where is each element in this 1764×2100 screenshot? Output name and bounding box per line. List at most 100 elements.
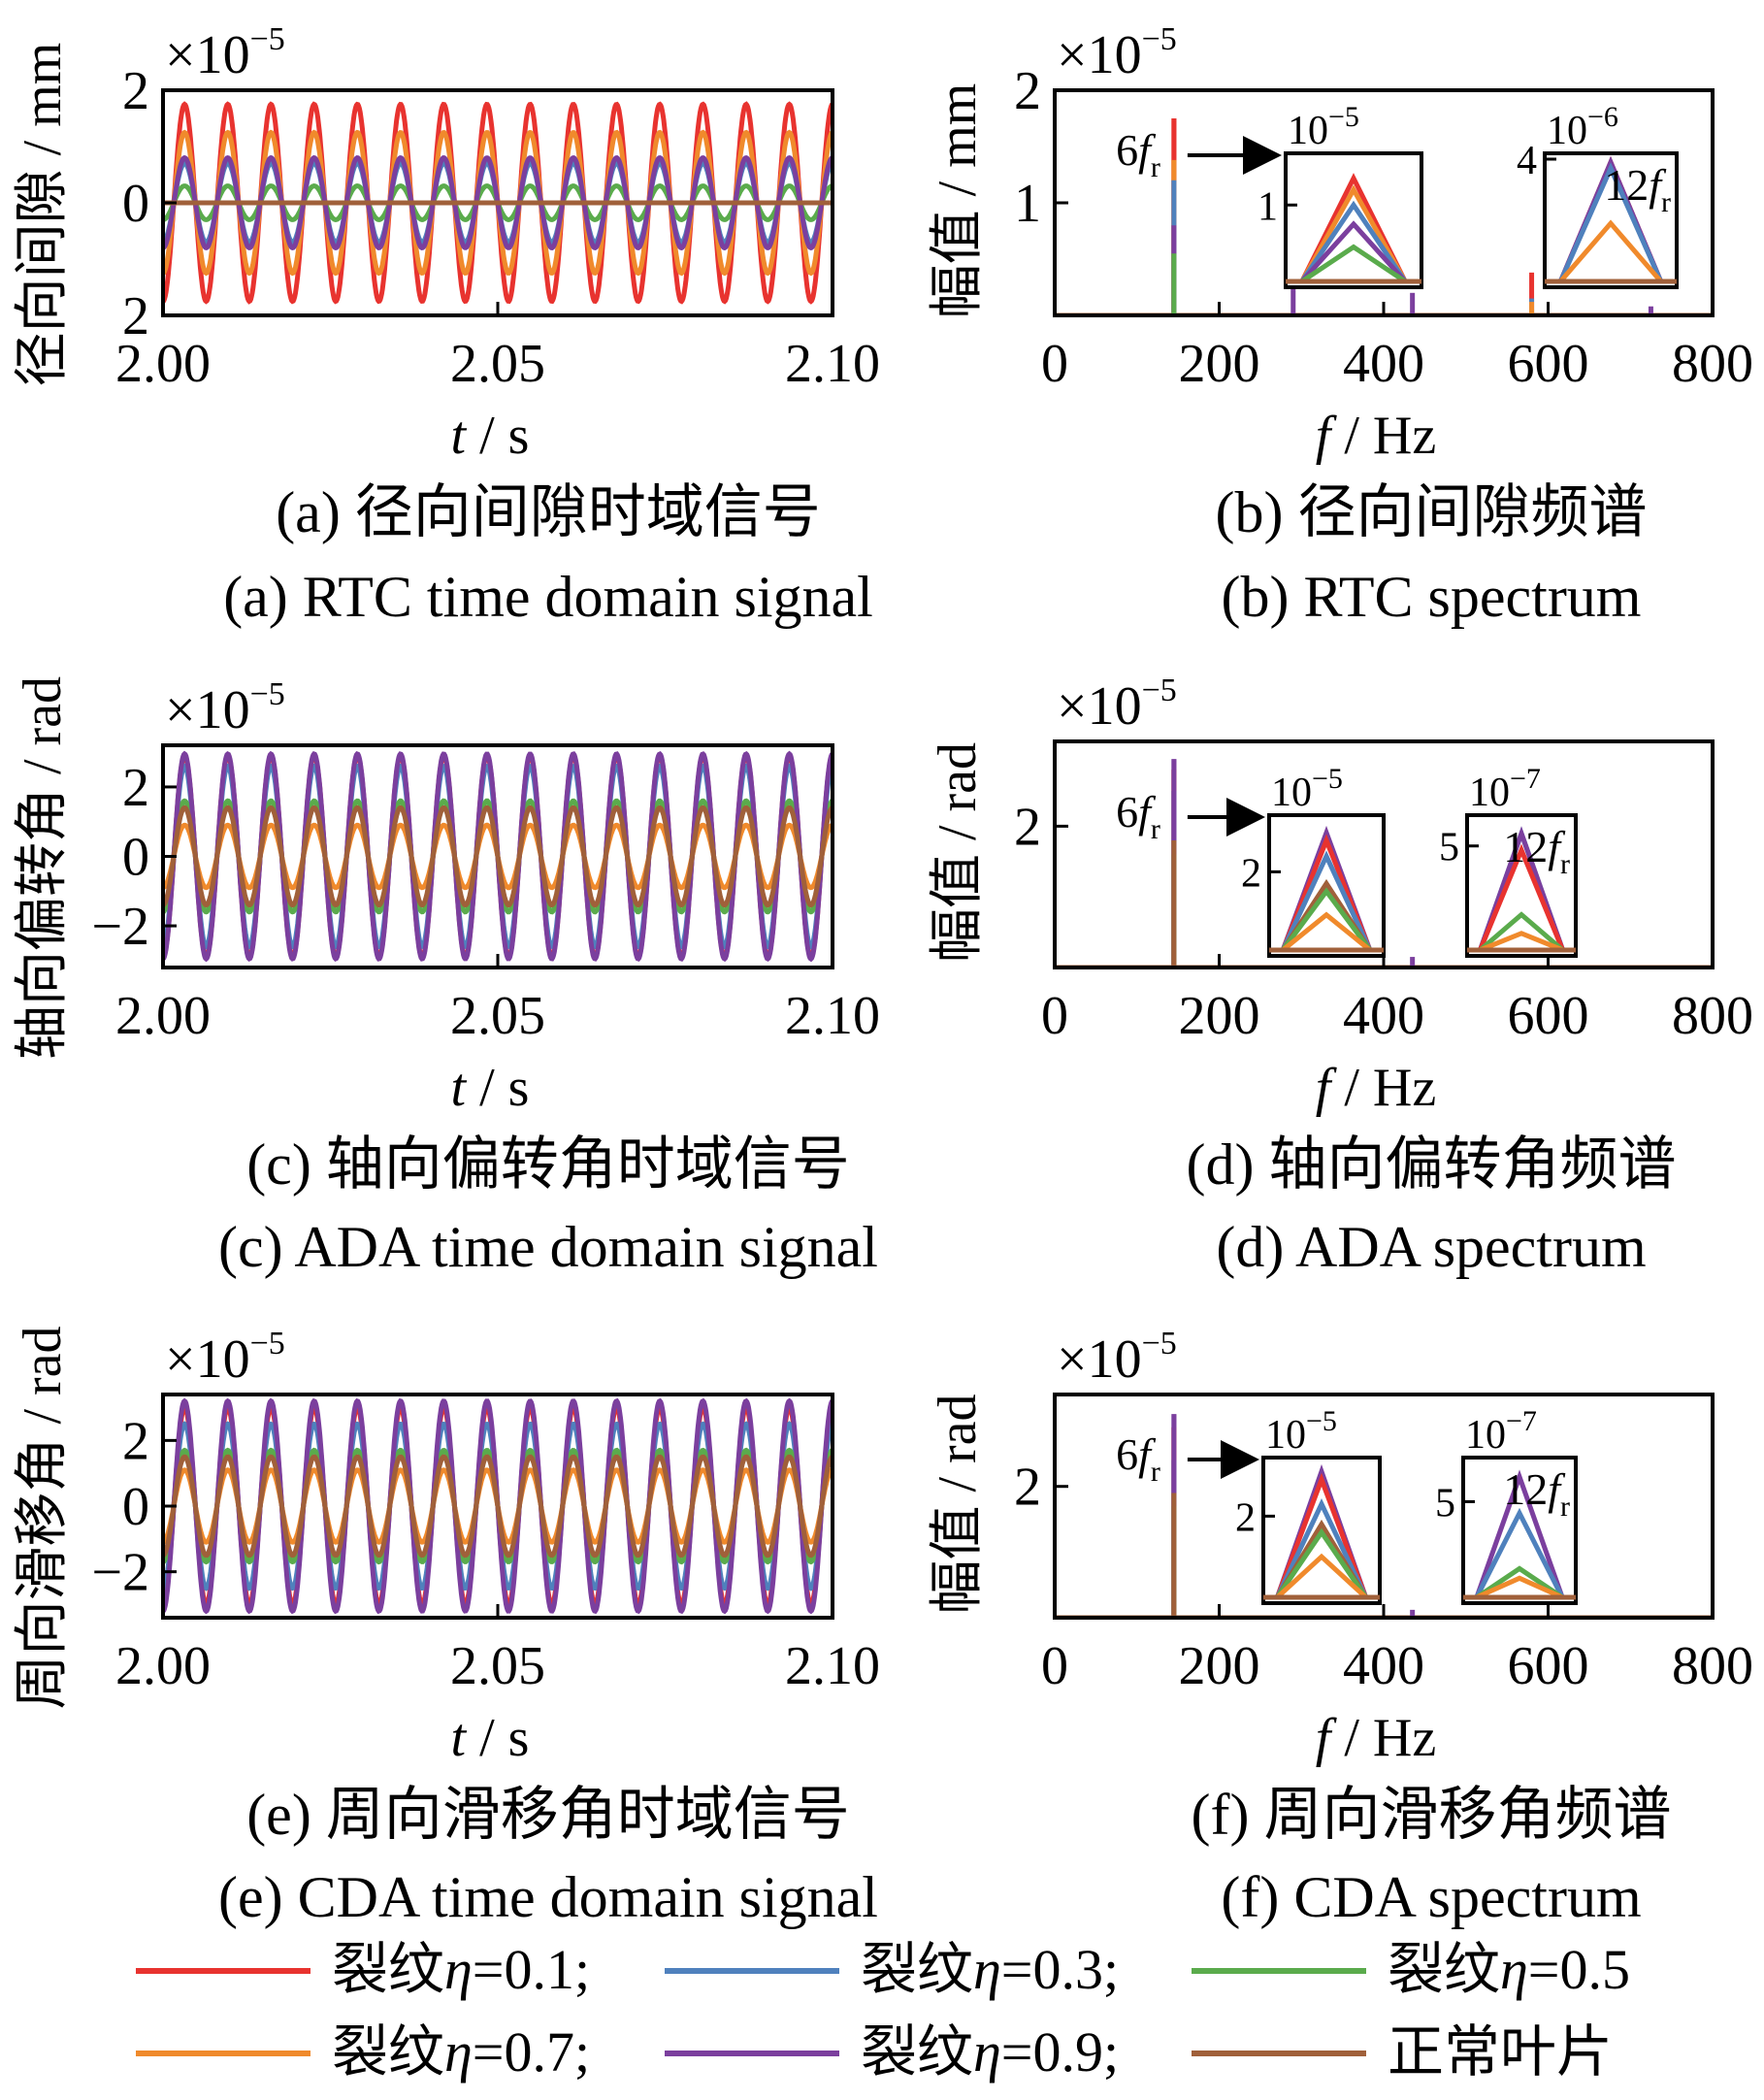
inset-peak-f-1-crack_0_3 xyxy=(1474,1507,1565,1599)
inset-peak-d-1-crack_0_5 xyxy=(1478,911,1565,952)
x-axis-label-c: t / s xyxy=(451,1058,530,1118)
inset-peak-f-1-crack_0_5 xyxy=(1475,1565,1564,1600)
inset-y-tick-label-f-0: 2 xyxy=(1235,1495,1256,1540)
y-tick-label-c-1: 0 xyxy=(122,828,149,888)
inset-multiplier-f-1: 10−7 xyxy=(1465,1405,1537,1458)
y-axis-label-a: 径向间隙 / mm xyxy=(13,43,73,387)
y-tick-label-a-0: 2 xyxy=(122,286,149,346)
x-tick-label-d-4: 800 xyxy=(1672,986,1753,1046)
inset-peak-f-0-crack_0_5 xyxy=(1275,1527,1368,1599)
legend-item-1: 裂纹η=0.3; xyxy=(665,1938,1119,2001)
plot-area-a xyxy=(163,101,833,305)
inset-d-0: 210−5 xyxy=(1241,763,1386,958)
plot-area-f xyxy=(1055,1414,1713,1618)
panel-c: 2.00 2.05 2.10 −2 0 2 ×10−5 t / s 轴向偏转角 / rad xyxy=(13,676,880,1118)
y-tick-label-f-0: 2 xyxy=(1014,1458,1041,1518)
x-tick-label-c-1: 2.05 xyxy=(450,986,545,1046)
inset-b-0: 110−5 xyxy=(1258,101,1423,289)
panel-a: 2.00 2.05 2.10 2 0 2 ×10−5 t / s 径向间隙 / mm xyxy=(13,21,880,466)
x-tick-label-d-2: 400 xyxy=(1343,986,1424,1046)
legend-item-5: 正常叶片 xyxy=(1192,2020,1613,2084)
y-tick-label-b-1: 2 xyxy=(1014,61,1041,121)
multiplier-a: ×10−5 xyxy=(165,21,285,85)
x-tick-label-c-0: 2.00 xyxy=(115,986,211,1046)
plot-area-e xyxy=(163,1397,833,1615)
panel-e: 2.00 2.05 2.10 −202 ×10−5 t / s 周向滑移角 / rad xyxy=(13,1326,880,1768)
x-tick-label-e-1: 2.05 xyxy=(450,1636,545,1696)
x-axis-label-b: f / Hz xyxy=(1316,406,1436,466)
plot-area-b xyxy=(1055,118,1713,315)
caption-d-en: (d) ADA spectrum xyxy=(1216,1215,1646,1279)
inset-peak-f-1-crack_0_9 xyxy=(1474,1469,1565,1598)
caption-b-cn: (b) 径向间隙频谱 xyxy=(1216,480,1648,544)
inset-y-tick-label-f-1: 5 xyxy=(1435,1481,1455,1526)
x-tick-label-b-3: 600 xyxy=(1508,334,1589,394)
y-axis-label-b: 幅值 / mm xyxy=(928,83,988,319)
multiplier-b: ×10−5 xyxy=(1057,21,1177,85)
x-tick-label-b-0: 0 xyxy=(1041,334,1068,394)
x-tick-label-e-2: 2.10 xyxy=(785,1636,880,1696)
y-tick-label-b-0: 1 xyxy=(1014,174,1041,234)
x-tick-label-f-4: 800 xyxy=(1672,1636,1753,1696)
x-tick-label-f-2: 400 xyxy=(1343,1636,1424,1696)
inset-f-0: 210−5 xyxy=(1235,1405,1382,1605)
caption-c-cn: (c) 轴向偏转角时域信号 xyxy=(246,1132,850,1197)
legend-item-3: 裂纹η=0.7; xyxy=(136,2020,590,2084)
y-tick-label-a-2: 2 xyxy=(122,61,149,121)
x-tick-label-c-2: 2.10 xyxy=(785,986,880,1046)
inset-peak-f-0-crack_0_3 xyxy=(1275,1497,1368,1599)
x-tick-label-b-4: 800 xyxy=(1672,334,1753,394)
inset-peak-d-1-crack_0_7 xyxy=(1479,931,1564,953)
inset-peak-b-0-crack_0_5 xyxy=(1300,244,1407,284)
inset-peak-f-1-crack_0_7 xyxy=(1475,1575,1564,1600)
plot-area-c xyxy=(163,750,833,963)
series-line-e-normal xyxy=(163,1454,833,1559)
legend-label-1: 裂纹η=0.3; xyxy=(861,1938,1119,2001)
inset-y-tick-label-d-0: 2 xyxy=(1241,851,1261,896)
y-tick-label-c-0: −2 xyxy=(91,897,149,957)
inset-peak-d-0-crack_0_5 xyxy=(1281,887,1372,952)
y-tick-label-e-2: 2 xyxy=(122,1411,149,1471)
multiplier-e: ×10−5 xyxy=(165,1326,285,1390)
x-tick-label-f-1: 200 xyxy=(1179,1636,1260,1696)
annotation-6fr-d: 6fr xyxy=(1116,787,1160,845)
caption-f-en: (f) CDA spectrum xyxy=(1221,1865,1641,1929)
inset-y-tick-label-b-1: 4 xyxy=(1517,139,1537,183)
legend-label-2: 裂纹η=0.5 xyxy=(1388,1938,1630,2001)
caption-e-cn: (e) 周向滑移角时域信号 xyxy=(246,1783,850,1847)
plot-area-d xyxy=(1055,759,1713,968)
series-line-c-normal xyxy=(163,804,833,908)
annotation-6fr-b: 6fr xyxy=(1116,125,1160,183)
inset-peak-d-0-crack_0_3 xyxy=(1280,850,1373,952)
x-tick-label-f-0: 0 xyxy=(1041,1636,1068,1696)
x-axis-label-e: t / s xyxy=(451,1708,530,1768)
legend: 裂纹η=0.1; 裂纹η=0.3; 裂纹η=0.5 裂纹η=0.7; 裂纹η=0.9; 正… xyxy=(136,1938,1630,2084)
legend-label-4: 裂纹η=0.9; xyxy=(861,2020,1119,2084)
y-axis-label-d: 幅值 / rad xyxy=(928,742,988,963)
caption-c-en: (c) ADA time domain signal xyxy=(218,1215,878,1279)
inset-y-tick-label-d-1: 5 xyxy=(1439,826,1459,870)
y-tick-label-a-1: 0 xyxy=(122,174,149,234)
inset-peak-b-0-crack_0_3 xyxy=(1299,200,1408,283)
inset-multiplier-d-0: 10−5 xyxy=(1271,763,1343,815)
inset-multiplier-b-1: 10−6 xyxy=(1547,101,1618,153)
x-tick-label-a-0: 2.00 xyxy=(115,334,211,394)
inset-peak-f-0-crack_0_7 xyxy=(1275,1553,1368,1599)
caption-a-cn: (a) 径向间隙时域信号 xyxy=(276,480,821,544)
legend-item-4: 裂纹η=0.9; xyxy=(665,2020,1119,2084)
y-axis-label-f: 幅值 / rad xyxy=(928,1394,988,1614)
y-tick-label-d-0: 2 xyxy=(1014,797,1041,857)
multiplier-d: ×10−5 xyxy=(1057,673,1177,737)
caption-b-en: (b) RTC spectrum xyxy=(1222,565,1642,629)
x-tick-label-a-2: 2.10 xyxy=(785,334,880,394)
x-axis-label-a: t / s xyxy=(451,406,530,466)
legend-label-5: 正常叶片 xyxy=(1388,2020,1613,2084)
caption-d-cn: (d) 轴向偏转角频谱 xyxy=(1187,1132,1677,1197)
axes-frame-f xyxy=(1053,1393,1715,1620)
annotation-6fr-f: 6fr xyxy=(1116,1429,1160,1488)
